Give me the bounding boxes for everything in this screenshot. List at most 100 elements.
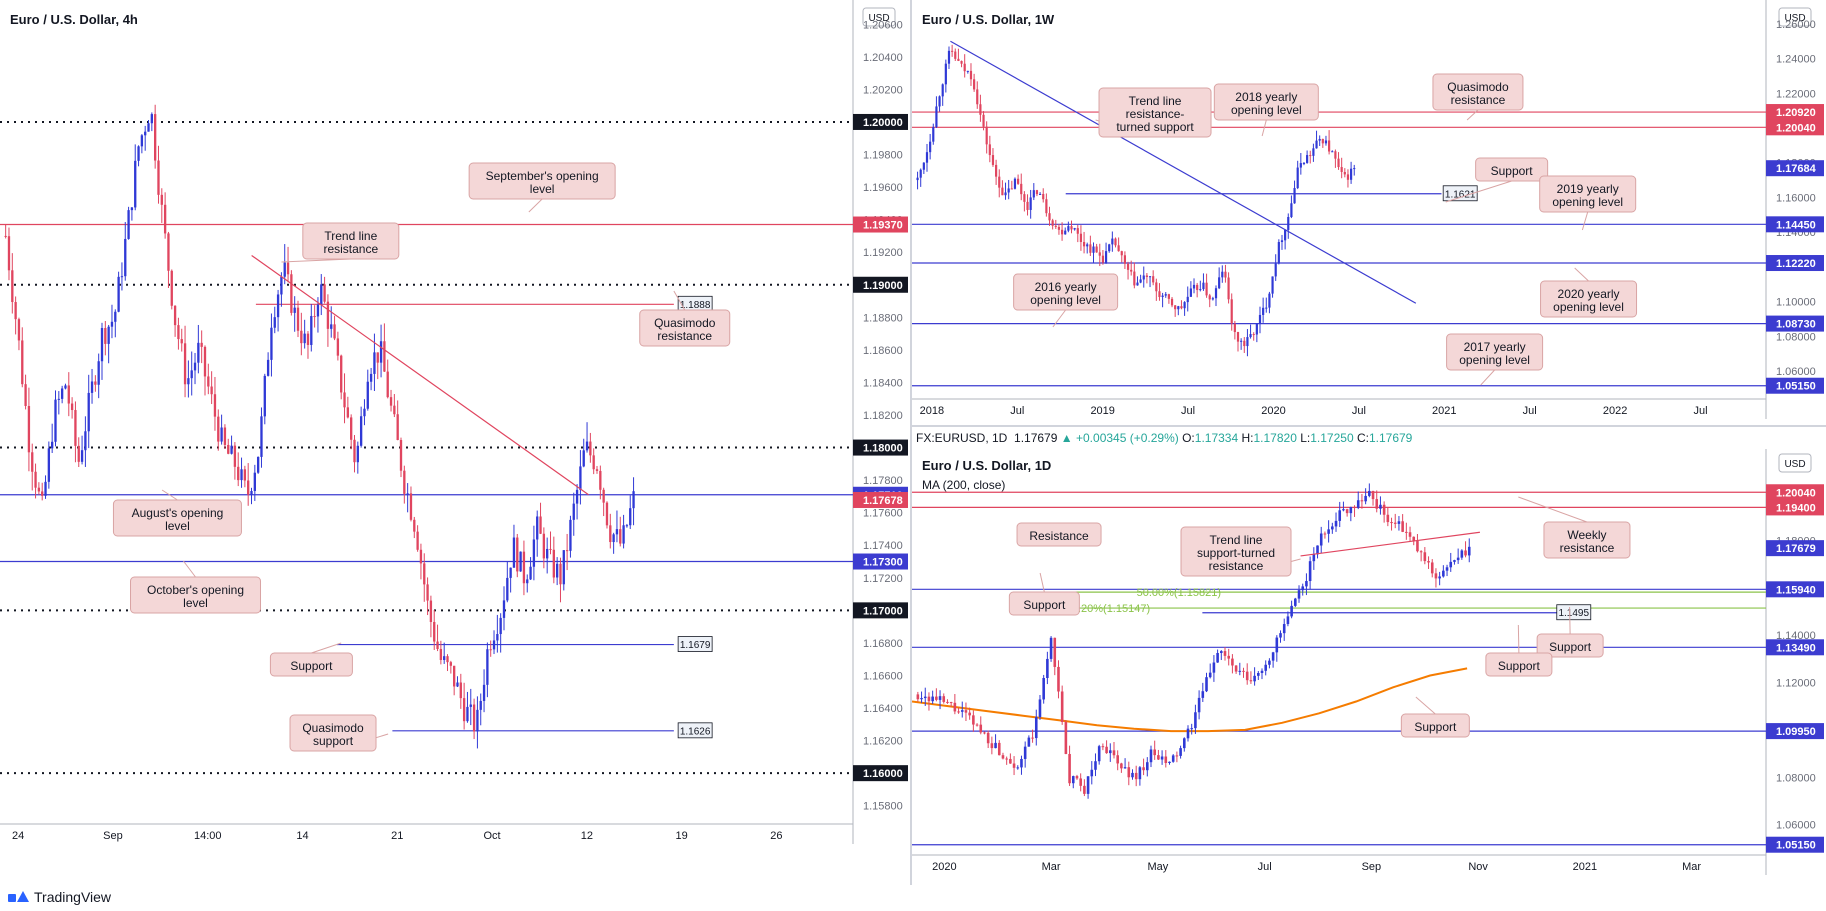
annotation-box[interactable] [1536,633,1604,658]
candle-body [469,704,472,707]
trendline[interactable] [950,40,1417,304]
currency-button[interactable]: USD [862,7,896,27]
candle-body [1064,230,1067,235]
candle-body [582,450,585,467]
annotation-box[interactable] [112,499,242,537]
annotation-label: Quasimodo [1447,80,1509,94]
price-badge-label: 1.17300 [863,557,903,569]
candle-body [114,311,117,322]
annotation-box[interactable] [1180,526,1292,577]
chart-4h-panel[interactable]: Euro / U.S. Dollar, 4h USD 1.15800 1.1600… [0,0,910,885]
candle-body [1286,616,1290,625]
candle-body [1164,756,1168,764]
currency-label: USD [1784,13,1805,24]
candle-body [546,548,549,559]
candle-body [180,339,183,344]
annotation-box[interactable] [1013,273,1119,311]
price-badge-label: 1.20040 [1776,122,1816,134]
candle-body [522,551,526,584]
level-tag-box [677,722,713,739]
candle-body [529,566,532,580]
currency-button[interactable]: USD [1778,453,1812,473]
price-badge-label: 1.17000 [863,605,903,617]
candle-body [21,340,24,385]
annotation-box[interactable] [130,576,262,614]
annotation-box[interactable] [269,652,353,677]
annotation-box[interactable] [302,222,400,260]
candle-body [203,346,207,377]
candle-body [1048,213,1051,221]
candle-body [107,326,110,344]
annotation-box[interactable] [1400,713,1470,738]
candle-body [290,274,293,313]
candle-body [1305,581,1308,587]
chart-daily-svg[interactable]: Euro / U.S. Dollar, 1D MA (200, close) U… [912,449,1826,885]
candle-body [1183,738,1186,749]
annotation-box[interactable] [1485,652,1553,677]
candle-body [1126,263,1130,270]
annotation-box[interactable] [1016,522,1102,547]
annotation-box[interactable] [1539,175,1637,213]
trendline[interactable] [1300,531,1480,557]
annotation-box[interactable] [289,714,377,752]
annotation-box[interactable] [1098,87,1212,138]
annotation-label: Resistance [1029,529,1089,543]
chart-weekly-panel[interactable]: Euro / U.S. Dollar, 1W USD 1.06000 1.0800… [912,0,1826,425]
candle-body [1117,245,1120,252]
candle-body [446,656,449,663]
candle-body [134,160,137,208]
chart-4h-svg[interactable]: Euro / U.S. Dollar, 4h USD 1.15800 1.1600… [0,0,910,885]
annotation-box[interactable] [639,309,731,347]
candle-body [77,445,80,462]
candle-body [419,549,423,564]
trendline[interactable] [251,254,589,496]
candle-body [1149,749,1153,763]
candle-body [1318,138,1321,141]
candle-body [1108,244,1111,252]
candle-body [1299,163,1302,168]
currency-button[interactable]: USD [1778,7,1812,27]
moving-average-line[interactable] [912,667,1468,733]
price-badge [1766,484,1824,501]
candle-body [609,525,612,543]
price-tick-label: 1.22000 [1776,88,1816,100]
annotation-box[interactable] [1008,591,1080,616]
annotation-label: Weekly [1567,528,1606,542]
annotation-box[interactable] [468,162,616,200]
candle-body [1419,551,1423,553]
candle-body [270,327,273,360]
annotation-label: resistance [323,242,378,256]
candle-body [1306,155,1309,163]
annotation-box[interactable] [1213,83,1319,121]
candle-body [1412,536,1416,542]
candle-body [997,742,1001,756]
candle-body [1271,652,1275,661]
annotation-box[interactable] [1432,73,1524,111]
candle-body [1023,746,1027,759]
candle-body [602,489,605,503]
candle-body [579,466,582,490]
candle-body [1120,251,1123,256]
candle-body [389,397,393,406]
annotation-box[interactable] [1446,333,1544,371]
candle-body [929,141,932,153]
panel-divider-horizontal[interactable] [912,425,1826,427]
chart-daily-panel[interactable]: Euro / U.S. Dollar, 1D MA (200, close) U… [912,449,1826,885]
candle-body [625,525,629,527]
price-tick-label: 1.18200 [863,410,903,422]
chart-weekly-svg[interactable]: Euro / U.S. Dollar, 1W USD 1.06000 1.0800… [912,0,1826,425]
annotation-box[interactable] [1475,157,1549,182]
candle-body [1408,532,1412,537]
candle-body [1071,776,1075,784]
annotation-box[interactable] [1543,521,1631,559]
tradingview-logo[interactable]: TradingView [8,889,111,905]
candle-body [124,238,127,277]
candle-body [167,233,170,271]
candle-body [986,732,990,744]
candle-body [941,84,944,97]
candle-body [1238,670,1242,672]
panel-divider-vertical[interactable] [910,0,912,911]
annotation-label: Quasimodo [302,721,364,735]
candle-body [1120,763,1123,769]
annotation-box[interactable] [1540,280,1638,318]
